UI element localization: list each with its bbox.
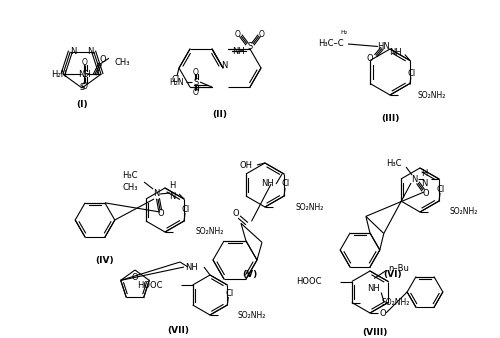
Text: NH: NH [232,47,245,56]
Text: O: O [232,209,239,218]
Text: H₃C: H₃C [122,171,138,180]
Text: H₂N: H₂N [170,77,184,87]
Text: (V): (V) [242,270,258,280]
Text: Cl: Cl [225,289,234,297]
Text: H₃C–C: H₃C–C [318,40,344,48]
Text: (VI): (VI) [384,270,402,280]
Text: H₂: H₂ [340,29,347,34]
Text: H₃C: H₃C [386,160,402,169]
Text: O: O [132,273,138,283]
Text: S: S [194,77,198,87]
Text: CH₃: CH₃ [115,58,130,67]
Text: O: O [380,309,386,317]
Text: O: O [82,82,88,91]
Text: NH: NH [185,263,198,271]
Text: NH: NH [389,48,402,57]
Text: (VII): (VII) [167,325,189,335]
Text: S: S [82,70,87,79]
Text: S: S [80,83,84,93]
Text: NH: NH [78,70,90,79]
Text: N: N [153,190,159,198]
Text: (III): (III) [381,114,399,122]
Text: H₂N: H₂N [51,70,67,79]
Text: Cl: Cl [182,204,190,214]
Text: N: N [221,61,228,70]
Text: O: O [158,210,164,218]
Text: N: N [420,179,427,189]
Text: S: S [248,43,252,51]
Text: N: N [70,47,76,56]
Text: N: N [88,47,94,56]
Text: (VIII): (VIII) [362,328,388,337]
Text: O: O [193,68,199,76]
Text: N: N [411,174,417,184]
Text: NH: NH [262,179,274,189]
Text: (IV): (IV) [96,256,114,265]
Text: HN: HN [377,42,390,51]
Text: HOOC: HOOC [296,277,322,286]
Text: O: O [422,190,430,198]
Text: O: O [100,55,106,64]
Text: H: H [420,169,427,178]
Text: SO₂NH₂: SO₂NH₂ [195,227,224,237]
Text: Cl: Cl [282,179,290,189]
Text: SO₂NH₂: SO₂NH₂ [450,208,478,217]
Text: O: O [366,54,373,63]
Text: (II): (II) [212,111,228,120]
Text: SO₂NH₂: SO₂NH₂ [238,311,266,319]
Text: n–Bu: n–Bu [388,264,409,273]
Text: SO₂NH₂: SO₂NH₂ [382,298,410,307]
Text: SO₂NH₂: SO₂NH₂ [418,91,446,99]
Text: (I): (I) [76,99,88,108]
Text: Cl: Cl [172,75,180,84]
Text: O: O [259,30,265,40]
Text: NH: NH [368,284,380,293]
Text: O: O [235,30,241,40]
Text: O: O [82,58,88,67]
Text: Cl: Cl [408,69,416,78]
Text: O: O [193,88,199,97]
Text: OH: OH [240,161,253,169]
Text: HOOC: HOOC [137,281,162,290]
Text: SO₂NH₂: SO₂NH₂ [295,202,324,212]
Text: CH₃: CH₃ [122,184,138,193]
Text: H
N: H N [169,181,175,201]
Text: Cl: Cl [437,185,445,193]
